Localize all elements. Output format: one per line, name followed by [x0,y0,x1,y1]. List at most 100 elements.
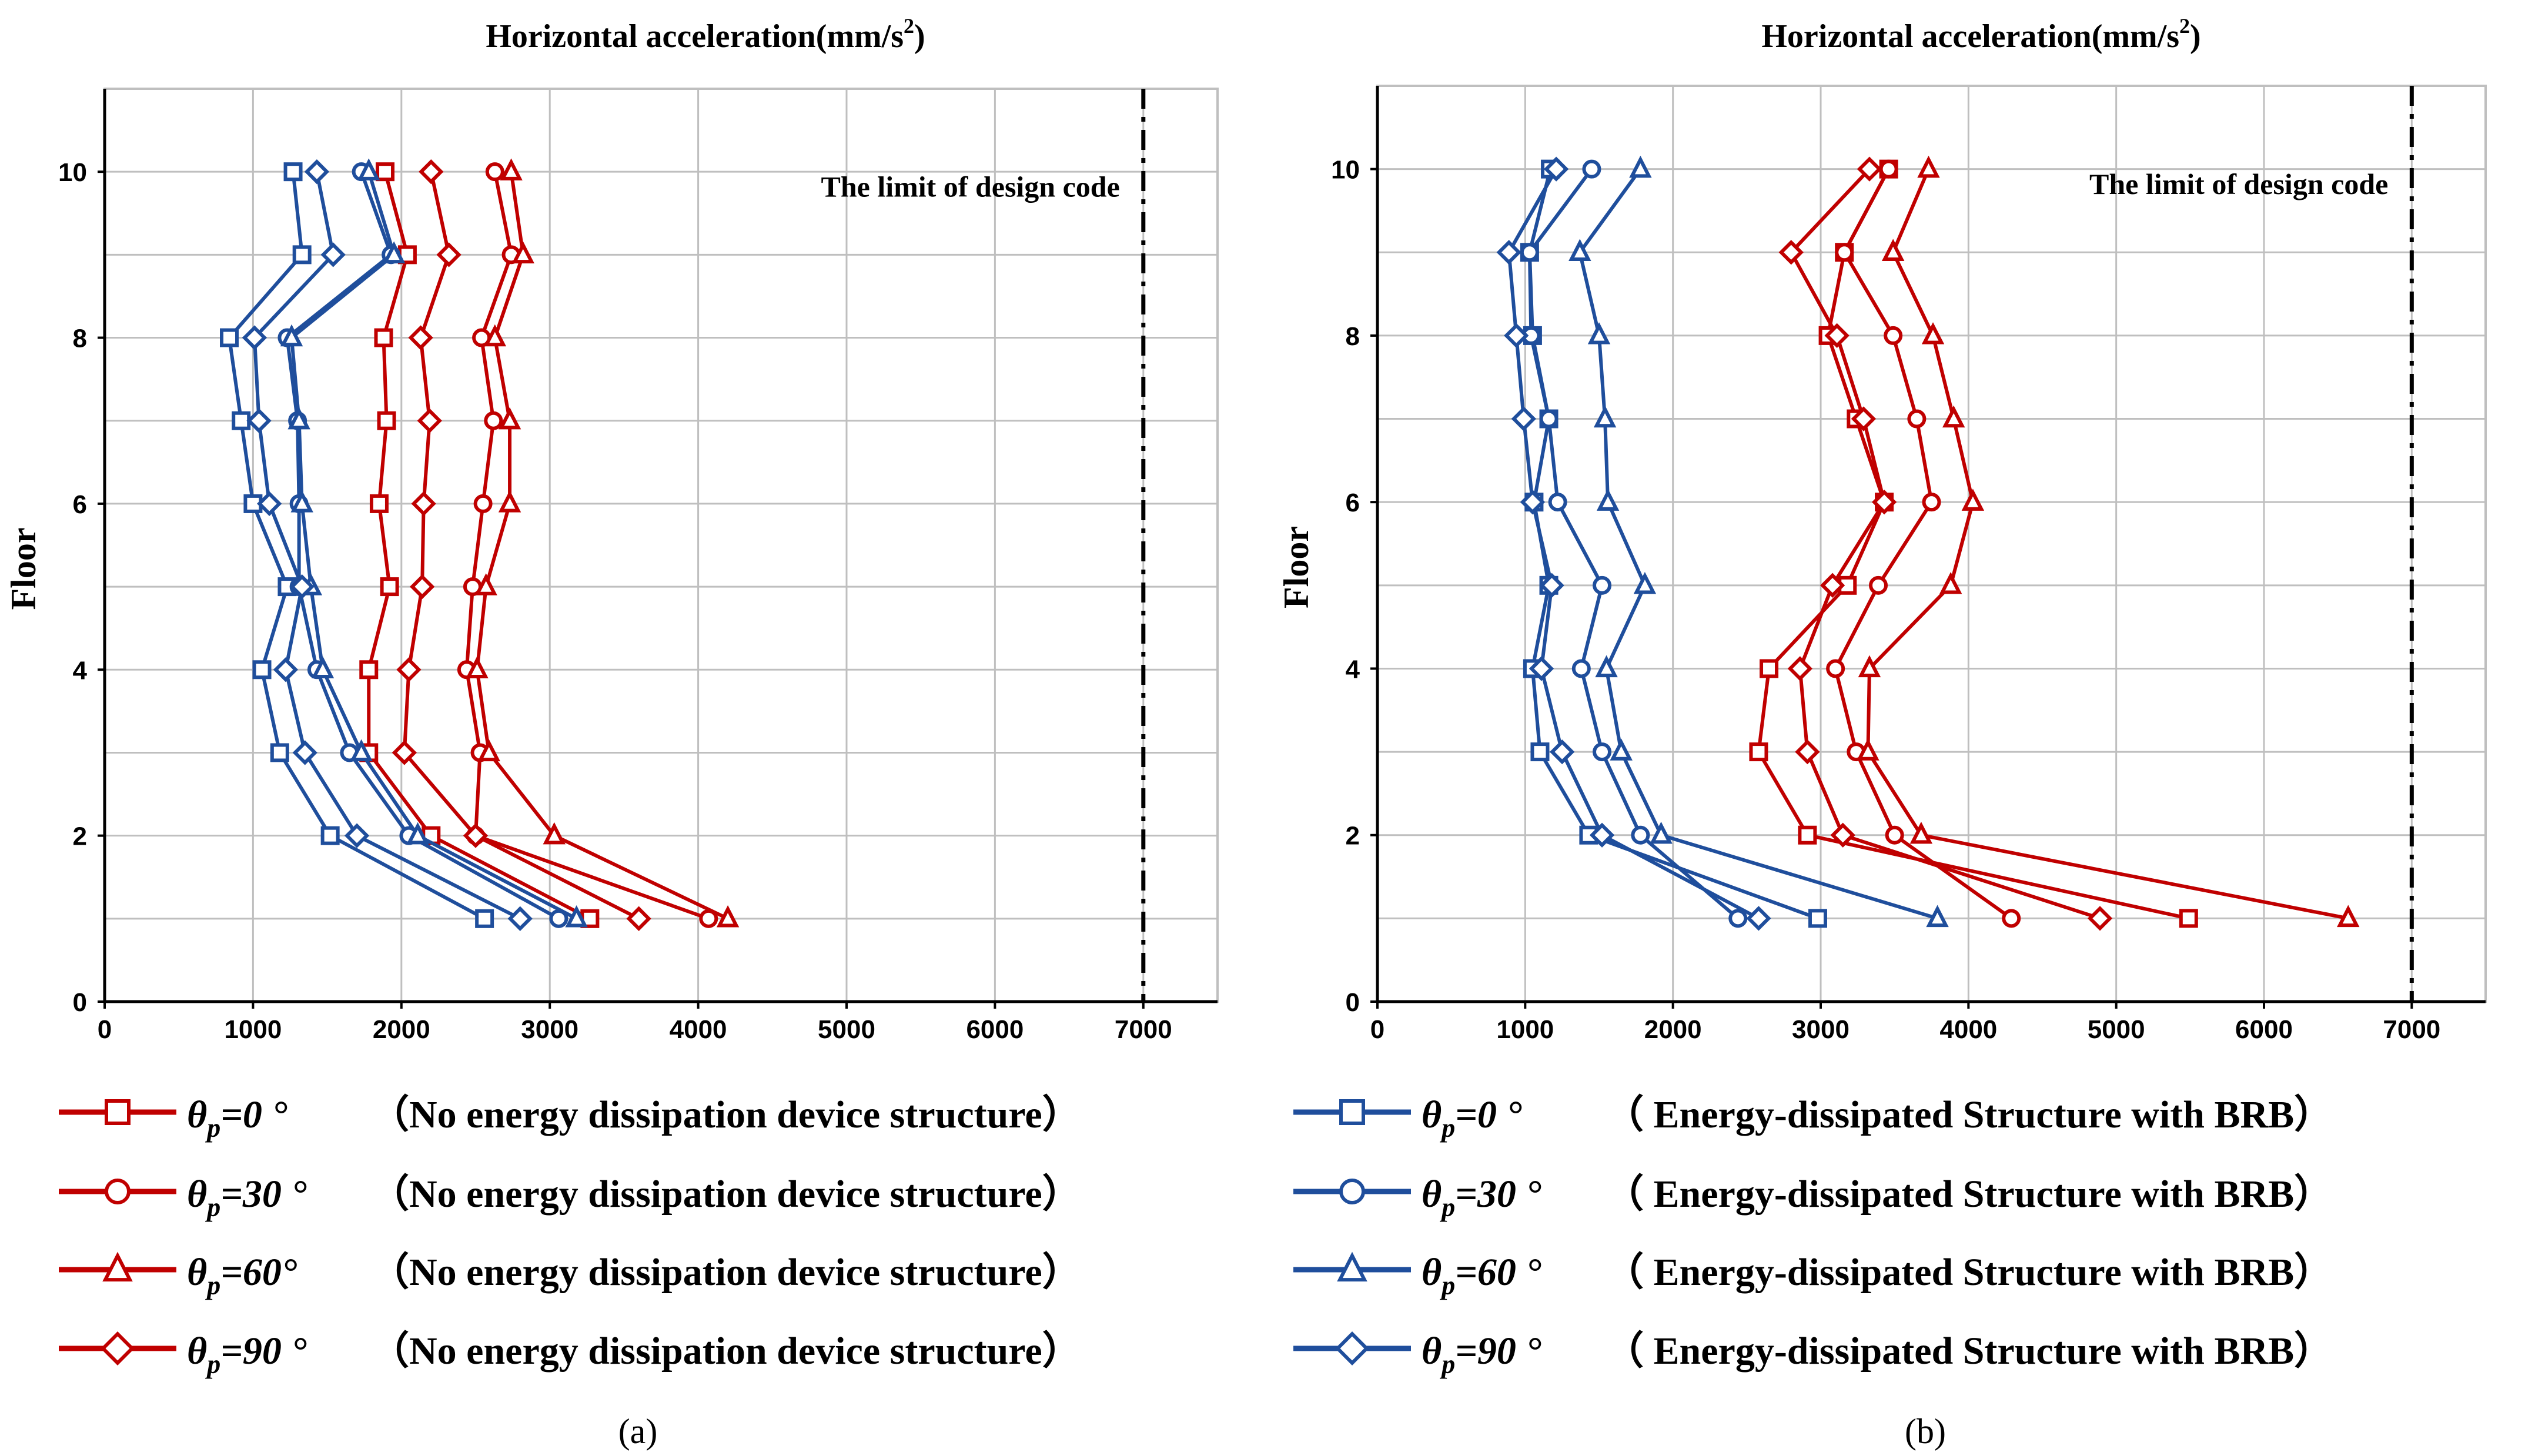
data-point [1596,488,1620,511]
panel-caption: (b) [1905,1412,1946,1451]
legend-marker [105,1179,131,1204]
data-point [1610,738,1633,761]
data-point [1760,659,1779,678]
legend-theta-symbol: θ [187,1093,207,1136]
legend-angle: =0 ° [1455,1093,1522,1136]
data-point [1629,155,1652,178]
design-limit-label: The limit of design code [2089,168,2388,200]
data-point [1857,738,1879,761]
data-point [507,906,533,931]
chart-title-sup: 2 [2179,14,2190,38]
legend-angle: =30 ° [220,1173,307,1216]
y-tick-label: 2 [1346,822,1360,851]
data-point [1529,656,1554,681]
data-point [419,159,444,185]
data-point [1858,655,1881,678]
design-limit-label: The limit of design code [821,170,1119,203]
data-point [1539,409,1559,429]
series-line [1866,168,2349,921]
legend-description: （No energy dissipation device structure） [370,1093,1081,1136]
data-point [626,906,651,931]
series-blue-circle [1520,159,1748,928]
series-red-triangle [466,158,740,928]
legend-theta-symbol: θ [187,1330,207,1373]
legend-marker [102,1251,133,1282]
series-line [290,171,578,921]
data-point [1961,488,1985,511]
legend-theta: θp=30 ° [187,1173,307,1222]
chart-title-close: ) [2190,18,2201,55]
data-point [1879,159,1898,179]
legend-marker [1335,1331,1369,1365]
legend-theta: θp=0 ° [1422,1093,1522,1143]
data-point [500,158,523,180]
legend-item: θp=30 ° （No energy dissipation device str… [59,1172,1081,1222]
data-point [1548,493,1567,512]
data-point [287,407,310,430]
legend-item: θp=90 ° （No energy dissipation device str… [59,1329,1081,1379]
data-point [290,490,313,513]
series-line [1757,168,2189,921]
legend-theta-symbol: θ [1422,1251,1442,1294]
data-point [1942,405,1965,428]
legend-angle: =0 ° [220,1093,287,1136]
data-point [1571,659,1591,678]
data-point [483,324,507,347]
chart-title: Horizontal acceleration(mm/s2) [486,14,925,55]
legend-marker [1337,1251,1367,1282]
legend-marker [105,1099,131,1125]
data-point [1520,490,1546,515]
data-point [1778,240,1804,265]
data-point [1568,239,1591,261]
legend-theta-sub: p [205,1192,220,1222]
panel-caption: (a) [618,1412,658,1451]
data-point [1504,323,1529,349]
chart-title-sup: 2 [904,14,914,38]
data-point [369,494,389,513]
data-point [511,241,534,264]
data-point [280,324,303,347]
data-point [477,739,500,762]
data-point [380,577,399,597]
data-point [2002,909,2021,928]
series-line [228,171,486,921]
data-point [1909,821,1933,844]
legend-theta-sub: p [205,1349,220,1379]
data-point [463,823,489,848]
chart-title-close: ) [914,18,925,55]
x-tick-label: 1000 [1496,1015,1554,1044]
legend-theta-symbol: θ [1422,1173,1442,1216]
x-tick-label: 0 [1370,1015,1384,1044]
data-point [1593,575,1612,595]
legend-theta: θp=90 ° [1422,1330,1541,1379]
data-point [1881,239,1905,261]
x-tick-label: 3000 [1792,1015,1850,1044]
chart-title-main: Horizontal acceleration(mm/s [486,18,904,55]
legend-theta: θp=30 ° [1422,1173,1541,1222]
series-line [475,171,729,921]
data-point [1869,575,1888,595]
legend-theta-symbol: θ [1422,1330,1442,1373]
data-point [466,656,489,678]
data-point [292,245,312,265]
data-point [565,905,588,928]
y-tick-label: 10 [58,158,87,187]
series-line [367,171,591,921]
data-point [1511,406,1536,431]
legend-theta-sub: p [1439,1192,1455,1222]
legend-angle: =30 ° [1455,1173,1541,1216]
legend-theta: θp=60 ° [1422,1251,1541,1300]
data-point [1520,243,1539,262]
data-point [484,411,503,430]
y-tick-label: 4 [73,656,88,685]
data-point [2087,906,2113,931]
legend-theta-sub: p [1439,1113,1455,1143]
data-point [1593,742,1612,762]
data-point [1939,571,1962,594]
series-blue-triangle [280,158,588,928]
legend-angle: =60° [220,1251,297,1294]
chart-panel-a: 0 1000 2000 3000 4000 5000 6000 7000 0 2 4 6 8 10 Hori… [4,14,1219,1451]
data-point [359,660,379,680]
data-point [1820,573,1845,598]
